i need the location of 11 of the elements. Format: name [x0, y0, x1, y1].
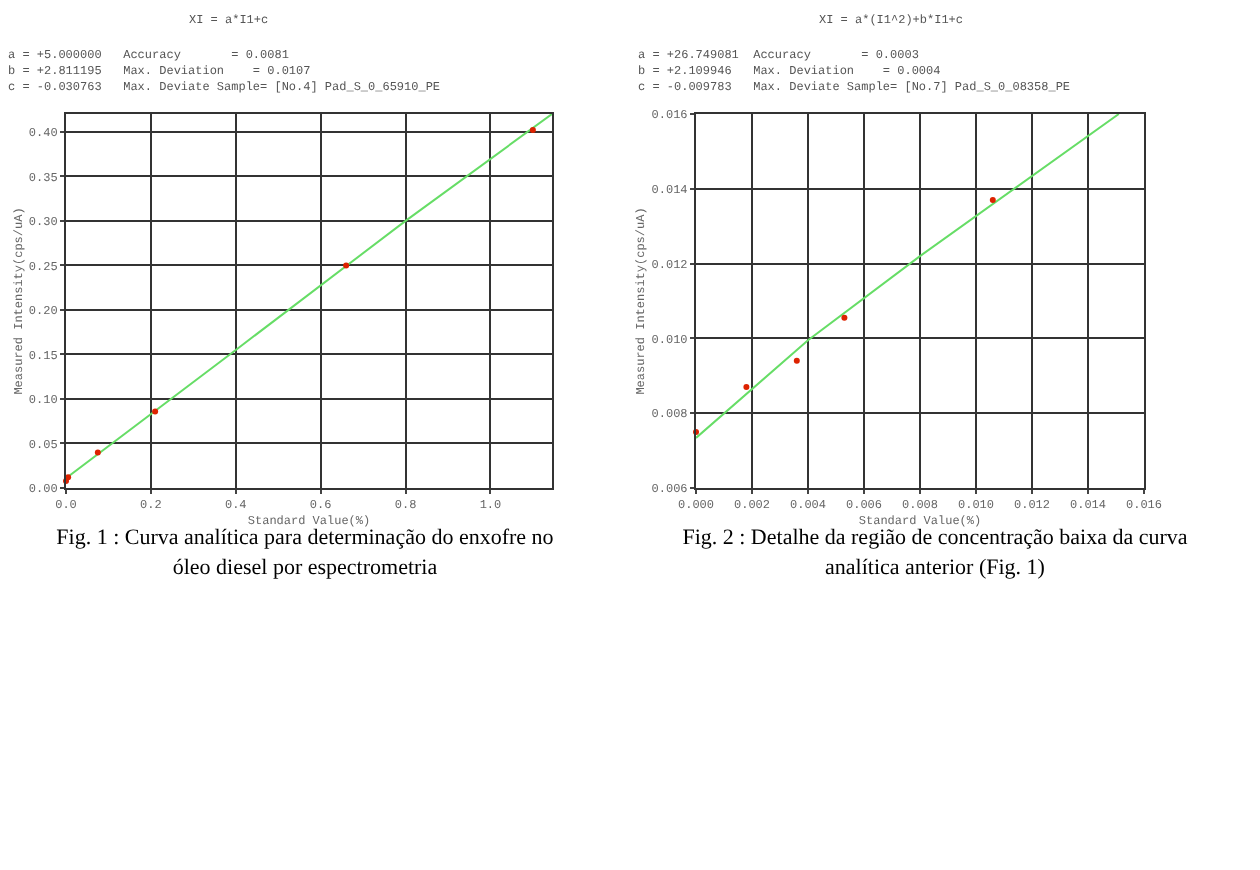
point [989, 197, 996, 204]
line-series [696, 114, 1120, 439]
point [743, 384, 750, 391]
point [841, 314, 848, 321]
point [94, 449, 101, 456]
point [152, 408, 159, 415]
point [343, 262, 350, 269]
point [529, 127, 536, 134]
caption: Fig. 1 : Curva analítica para determinação do enxofre no óleo diesel por espectrometria [54, 526, 556, 584]
caption: Fig. 2 : Detalhe da região de concentração baixa da curva analítica anterior (Fig. 1) [680, 526, 1190, 584]
point [793, 357, 800, 364]
